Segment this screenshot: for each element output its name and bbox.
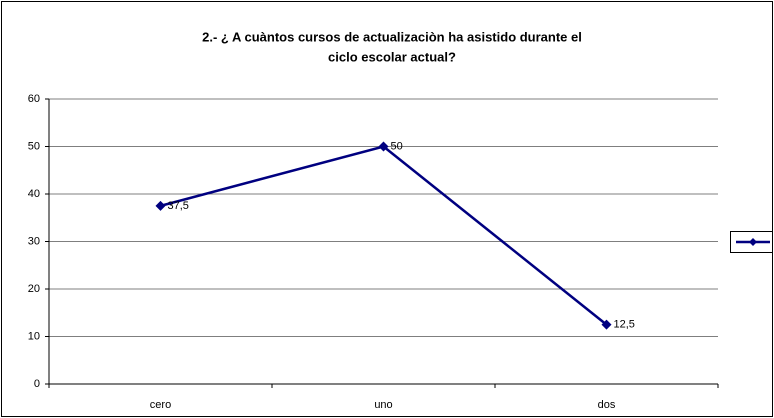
y-tick-label: 40 bbox=[28, 188, 40, 200]
x-tick-label: cero bbox=[150, 399, 171, 411]
data-label: 37,5 bbox=[168, 200, 189, 212]
y-tick-label: 10 bbox=[28, 330, 40, 342]
data-label: 12,5 bbox=[614, 319, 635, 331]
marker bbox=[378, 141, 389, 152]
chart-title: 2.- ¿ A cuàntos cursos de actualizaciòn … bbox=[202, 29, 582, 44]
x-tick-label: dos bbox=[598, 399, 616, 411]
y-tick-label: 0 bbox=[34, 378, 40, 390]
legend-marker bbox=[749, 238, 757, 246]
y-tick-label: 50 bbox=[28, 140, 40, 152]
y-tick-label: 30 bbox=[28, 235, 40, 247]
y-tick-label: 20 bbox=[28, 283, 40, 295]
x-tick-label: uno bbox=[374, 399, 392, 411]
chart-title: ciclo escolar actual? bbox=[328, 49, 456, 64]
data-label: 50 bbox=[391, 140, 403, 152]
y-tick-label: 60 bbox=[28, 93, 40, 105]
marker bbox=[155, 200, 166, 211]
marker bbox=[601, 319, 612, 330]
